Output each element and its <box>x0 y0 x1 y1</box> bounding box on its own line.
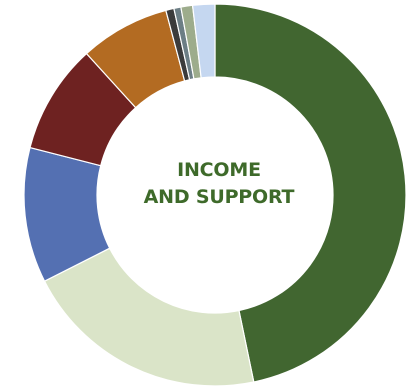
center-title-line-1: INCOME <box>177 159 261 181</box>
center-title-line-2: AND SUPPORT <box>143 186 295 208</box>
donut-slice-1 <box>214 3 407 383</box>
donut-slices <box>23 3 407 387</box>
center-title: INCOME AND SUPPORT <box>104 157 334 211</box>
donut-slice-9 <box>191 3 216 79</box>
donut-slice-2 <box>43 247 255 387</box>
